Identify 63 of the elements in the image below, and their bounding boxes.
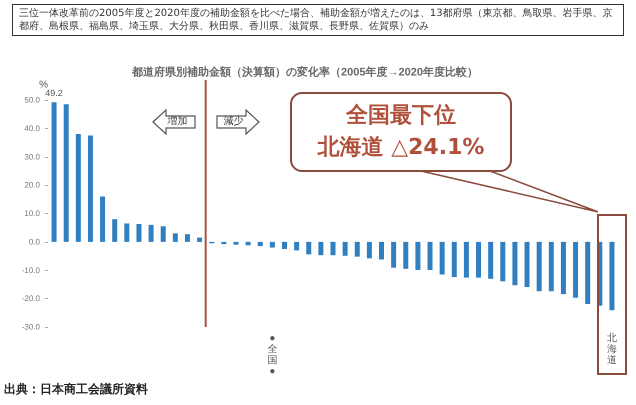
bar <box>488 242 494 279</box>
bar <box>184 234 190 242</box>
bar <box>585 242 590 304</box>
y-tick-label: 50.0 <box>24 96 41 104</box>
annotation: 全国最下位 <box>344 102 457 130</box>
bar <box>246 242 251 246</box>
bar <box>512 242 518 286</box>
bar <box>440 242 445 275</box>
source-note: 出典：日本商工会議所資料 <box>4 381 148 398</box>
y-tick-label: 0.0 <box>28 237 41 246</box>
bar <box>197 238 202 242</box>
bar <box>379 242 384 260</box>
bar <box>403 242 408 269</box>
bar <box>476 242 482 278</box>
y-tick-label: 10.0 <box>24 209 41 218</box>
bar <box>172 233 178 242</box>
bar <box>52 102 57 242</box>
bar <box>136 224 142 242</box>
y-tick-label: 20.0 <box>24 180 41 190</box>
bar <box>500 242 506 282</box>
bar <box>573 242 578 298</box>
bar <box>464 242 469 278</box>
bar <box>548 242 554 292</box>
bar <box>100 196 106 242</box>
annotation: 増加 <box>166 116 189 128</box>
x-tick-label: 北海道 <box>606 332 617 366</box>
bar <box>318 242 324 256</box>
bar <box>609 242 614 310</box>
y-tick-label: 30.0 <box>24 152 41 162</box>
bar <box>76 134 81 242</box>
chart-title: 都道府県別補助金額（決算額）の変化率（2005年度→2020年度比較） <box>131 66 478 78</box>
bar <box>391 242 396 268</box>
bar <box>112 219 118 242</box>
bar <box>366 242 372 258</box>
bar <box>88 135 93 242</box>
bar <box>124 223 130 242</box>
bar <box>354 242 360 257</box>
bar <box>282 242 287 249</box>
bar <box>294 242 300 250</box>
bar <box>270 242 275 248</box>
x-tick-label: ●全国● <box>267 333 278 377</box>
bar <box>64 104 69 242</box>
data-label: 49.2 <box>45 88 63 98</box>
bar <box>428 242 433 270</box>
y-tick-label: -10.0 <box>22 266 41 275</box>
bar <box>536 242 542 292</box>
y-tick-label: -20.0 <box>22 294 41 304</box>
bar <box>415 242 420 270</box>
annotation: 減少 <box>222 116 245 128</box>
y-tick-label: -30.0 <box>22 322 41 332</box>
y-tick-label: 40.0 <box>24 124 41 133</box>
bar <box>524 242 530 287</box>
bar <box>560 242 566 294</box>
bar <box>160 226 166 242</box>
bar <box>258 242 263 246</box>
chart-subtitle: 三位一体改革前の2005年度と2020年度の補助金額を比べた場合、補助金額が増えたのは、13都府県（東京都、鳥取県、岩手県、京都府、島根県、福島県、埼玉県、大分県、秋田県、香川県、滋賀県、長野県、佐賀県）のみ <box>12 4 624 36</box>
bar <box>452 242 457 278</box>
bar <box>330 242 336 256</box>
bar <box>306 242 312 254</box>
y-axis-title: % <box>39 80 48 90</box>
annotation: 北海道 △24.1% <box>316 134 486 162</box>
bar <box>148 224 154 242</box>
bar <box>342 242 348 256</box>
